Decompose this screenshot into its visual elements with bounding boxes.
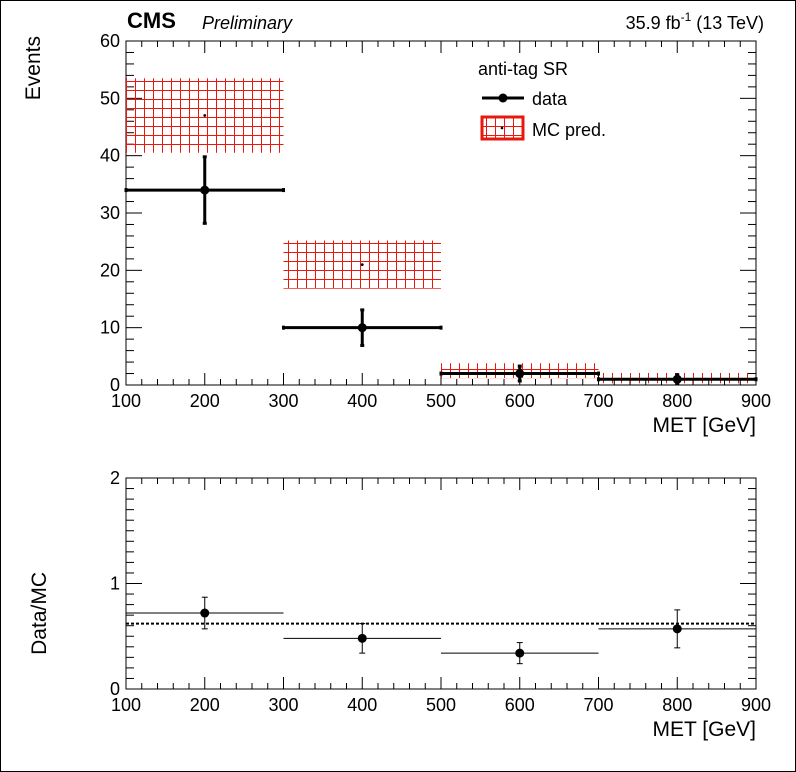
main-x-tick-label: 400 (347, 391, 377, 411)
data-point (672, 374, 682, 384)
ratio-x-tick-label: 900 (741, 695, 771, 715)
main-y-tick-label: 30 (100, 203, 120, 223)
ratio-point (357, 633, 367, 643)
ratio-point (672, 624, 682, 634)
ratio-x-axis-label: MET [GeV] (653, 718, 756, 741)
ratio-point (200, 608, 210, 618)
energy-label: (13 TeV) (691, 13, 764, 33)
legend-data-label: data (532, 89, 568, 109)
mc-pred-central-value (203, 114, 207, 117)
lumi-label: 35.9 fb-1 (13 TeV) (626, 10, 764, 33)
lumi-value: 35.9 fb (626, 13, 681, 33)
ratio-x-tick-label: 500 (426, 695, 456, 715)
ratio-point (515, 648, 525, 658)
legend-title: anti-tag SR (478, 59, 568, 79)
legend-mc-label: MC pred. (532, 120, 606, 140)
ratio-y-axis-label: Data/MC (28, 572, 51, 655)
ratio-y-tick-label: 1 (110, 574, 120, 594)
mc-pred-central-value (360, 263, 364, 266)
main-x-tick-label: 200 (190, 391, 220, 411)
main-y-tick-label: 40 (100, 146, 120, 166)
ratio-frame (125, 477, 757, 690)
legend: anti-tag SR data MC pred. (478, 59, 606, 141)
main-x-tick-label: 500 (426, 391, 456, 411)
ratio-x-tick-label: 100 (111, 695, 141, 715)
main-y-tick-label: 10 (100, 318, 120, 338)
lumi-exponent: -1 (681, 10, 692, 24)
ratio-panel: 100 200 300 400 500 600 700 800 900 0 1 2 MET [GeV] D… (28, 468, 771, 741)
main-x-tick-label: 600 (505, 391, 535, 411)
main-x-tick-label: 800 (662, 391, 692, 411)
main-y-tick-label: 60 (100, 31, 120, 51)
ratio-x-tick-label: 300 (268, 695, 298, 715)
main-y-axis-label: Events (22, 36, 45, 100)
legend-data-marker-icon (498, 93, 508, 103)
legend-mc-dot-icon (500, 126, 504, 130)
experiment-label: CMS (127, 8, 176, 33)
data-point (357, 323, 367, 333)
ratio-x-tick-label: 700 (583, 695, 613, 715)
ratio-x-tick-label: 600 (505, 695, 535, 715)
ratio-x-tick-label: 400 (347, 695, 377, 715)
main-y-tick-label: 0 (110, 375, 120, 395)
main-x-axis-label: MET [GeV] (653, 414, 756, 437)
data-point (200, 185, 210, 195)
main-y-tick-label: 20 (100, 260, 120, 280)
main-x-tick-label: 700 (583, 391, 613, 411)
ratio-y-tick-label: 0 (110, 679, 120, 699)
status-label: Preliminary (202, 13, 293, 33)
ratio-x-tick-label: 200 (190, 695, 220, 715)
main-panel: 100 200 300 400 500 600 700 800 900 0 10 20 30 40 50 60… (22, 31, 771, 437)
main-x-tick-label: 300 (268, 391, 298, 411)
main-y-tick-label: 50 (100, 88, 120, 108)
main-x-tick-label: 100 (111, 391, 141, 411)
ratio-x-tick-label: 800 (662, 695, 692, 715)
ratio-y-tick-label: 2 (110, 468, 120, 488)
main-x-tick-label: 900 (741, 391, 771, 411)
data-point (515, 369, 525, 379)
